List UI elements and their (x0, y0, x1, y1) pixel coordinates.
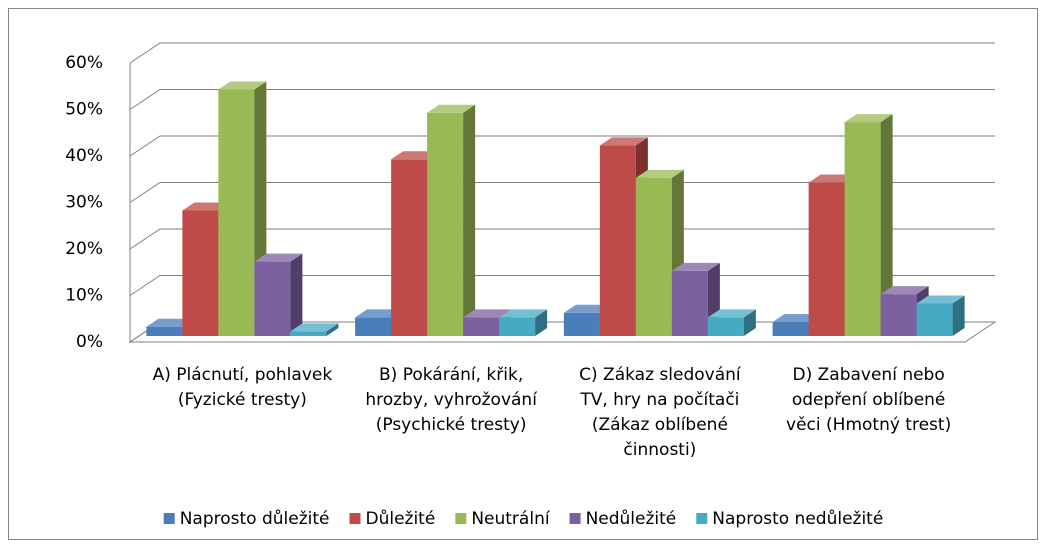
bar-side (535, 309, 548, 336)
bar (463, 317, 500, 336)
legend-swatch (696, 513, 708, 524)
legend-label: Neutrální (471, 509, 551, 529)
grid-line (129, 89, 995, 110)
bar (290, 331, 327, 336)
bar-side (952, 295, 965, 336)
bar-group (916, 295, 965, 336)
legend-label: Naprosto důležité (180, 509, 330, 529)
bar-top (427, 104, 476, 113)
bar-group (218, 81, 267, 336)
bar (146, 326, 183, 336)
bar (599, 145, 636, 336)
bar-top (671, 262, 720, 271)
grid-line (129, 228, 995, 250)
bar (563, 312, 600, 336)
bar-top (254, 253, 303, 262)
bar (808, 182, 845, 336)
legend-swatch (163, 513, 175, 524)
bar-group (635, 169, 684, 336)
bar-side (463, 104, 476, 336)
legend-swatch (455, 513, 467, 524)
bar (671, 270, 708, 336)
bar-group (707, 309, 756, 336)
grid-line (129, 182, 995, 203)
x-tick-label: B) Pokárání, křik, hrozby, vyhrožování (Ps… (365, 365, 538, 435)
y-tick-label: 0% (76, 332, 103, 352)
bar (391, 159, 428, 336)
bar (182, 210, 219, 336)
grid-line (129, 135, 995, 157)
bar-top (844, 114, 893, 123)
y-tick-label: 40% (65, 146, 103, 166)
y-tick-label: 60% (65, 53, 103, 73)
bar-group (290, 323, 339, 336)
bar-group (254, 253, 303, 336)
legend-label: Důležité (365, 509, 435, 529)
legend-swatch (569, 513, 581, 524)
bar-side (326, 323, 339, 336)
bar (707, 317, 744, 336)
bar (254, 261, 291, 336)
bar-group (599, 137, 648, 336)
bar-group (671, 262, 720, 336)
bar-group (499, 309, 548, 336)
bar-top (880, 286, 929, 295)
bar-top (635, 169, 684, 178)
bar-side (880, 114, 893, 336)
bar (427, 112, 464, 336)
y-tick-label: 30% (65, 193, 103, 213)
bar-group (427, 104, 476, 336)
legend-label: Naprosto nedůležité (712, 509, 883, 529)
legend-swatch (349, 513, 361, 524)
bar (499, 317, 536, 336)
bar-top (463, 309, 512, 318)
legend-label: Nedůležité (586, 509, 677, 529)
bar-top (707, 309, 756, 318)
bar-top (499, 309, 548, 318)
bar (880, 294, 917, 336)
y-tick-label: 50% (65, 100, 103, 120)
x-tick-label: C) Zákaz sledování TV, hry na počítači (Zá… (579, 365, 742, 460)
bar-group (844, 114, 893, 336)
bar (355, 317, 392, 336)
bar (844, 122, 881, 336)
bar (772, 322, 809, 336)
bar-side (743, 309, 756, 336)
bar-top (218, 81, 267, 90)
bar (916, 303, 953, 336)
bar-top (916, 295, 965, 304)
bar-top (599, 137, 648, 146)
bar (218, 89, 255, 336)
bar-side (290, 253, 303, 336)
bar-top (290, 323, 339, 332)
x-tick-label: A) Plácnutí, pohlavek (Fyzické tresty) (153, 365, 333, 410)
y-tick-label: 20% (65, 239, 103, 259)
grid-line (129, 42, 995, 64)
y-tick-label: 10% (65, 286, 103, 306)
x-tick-label: D) Zabavení nebo odepření oblíbené věci (H… (786, 365, 951, 435)
bar (635, 177, 672, 336)
legend: Naprosto důležité Důležité Neutrální Nedůle… (163, 509, 883, 529)
